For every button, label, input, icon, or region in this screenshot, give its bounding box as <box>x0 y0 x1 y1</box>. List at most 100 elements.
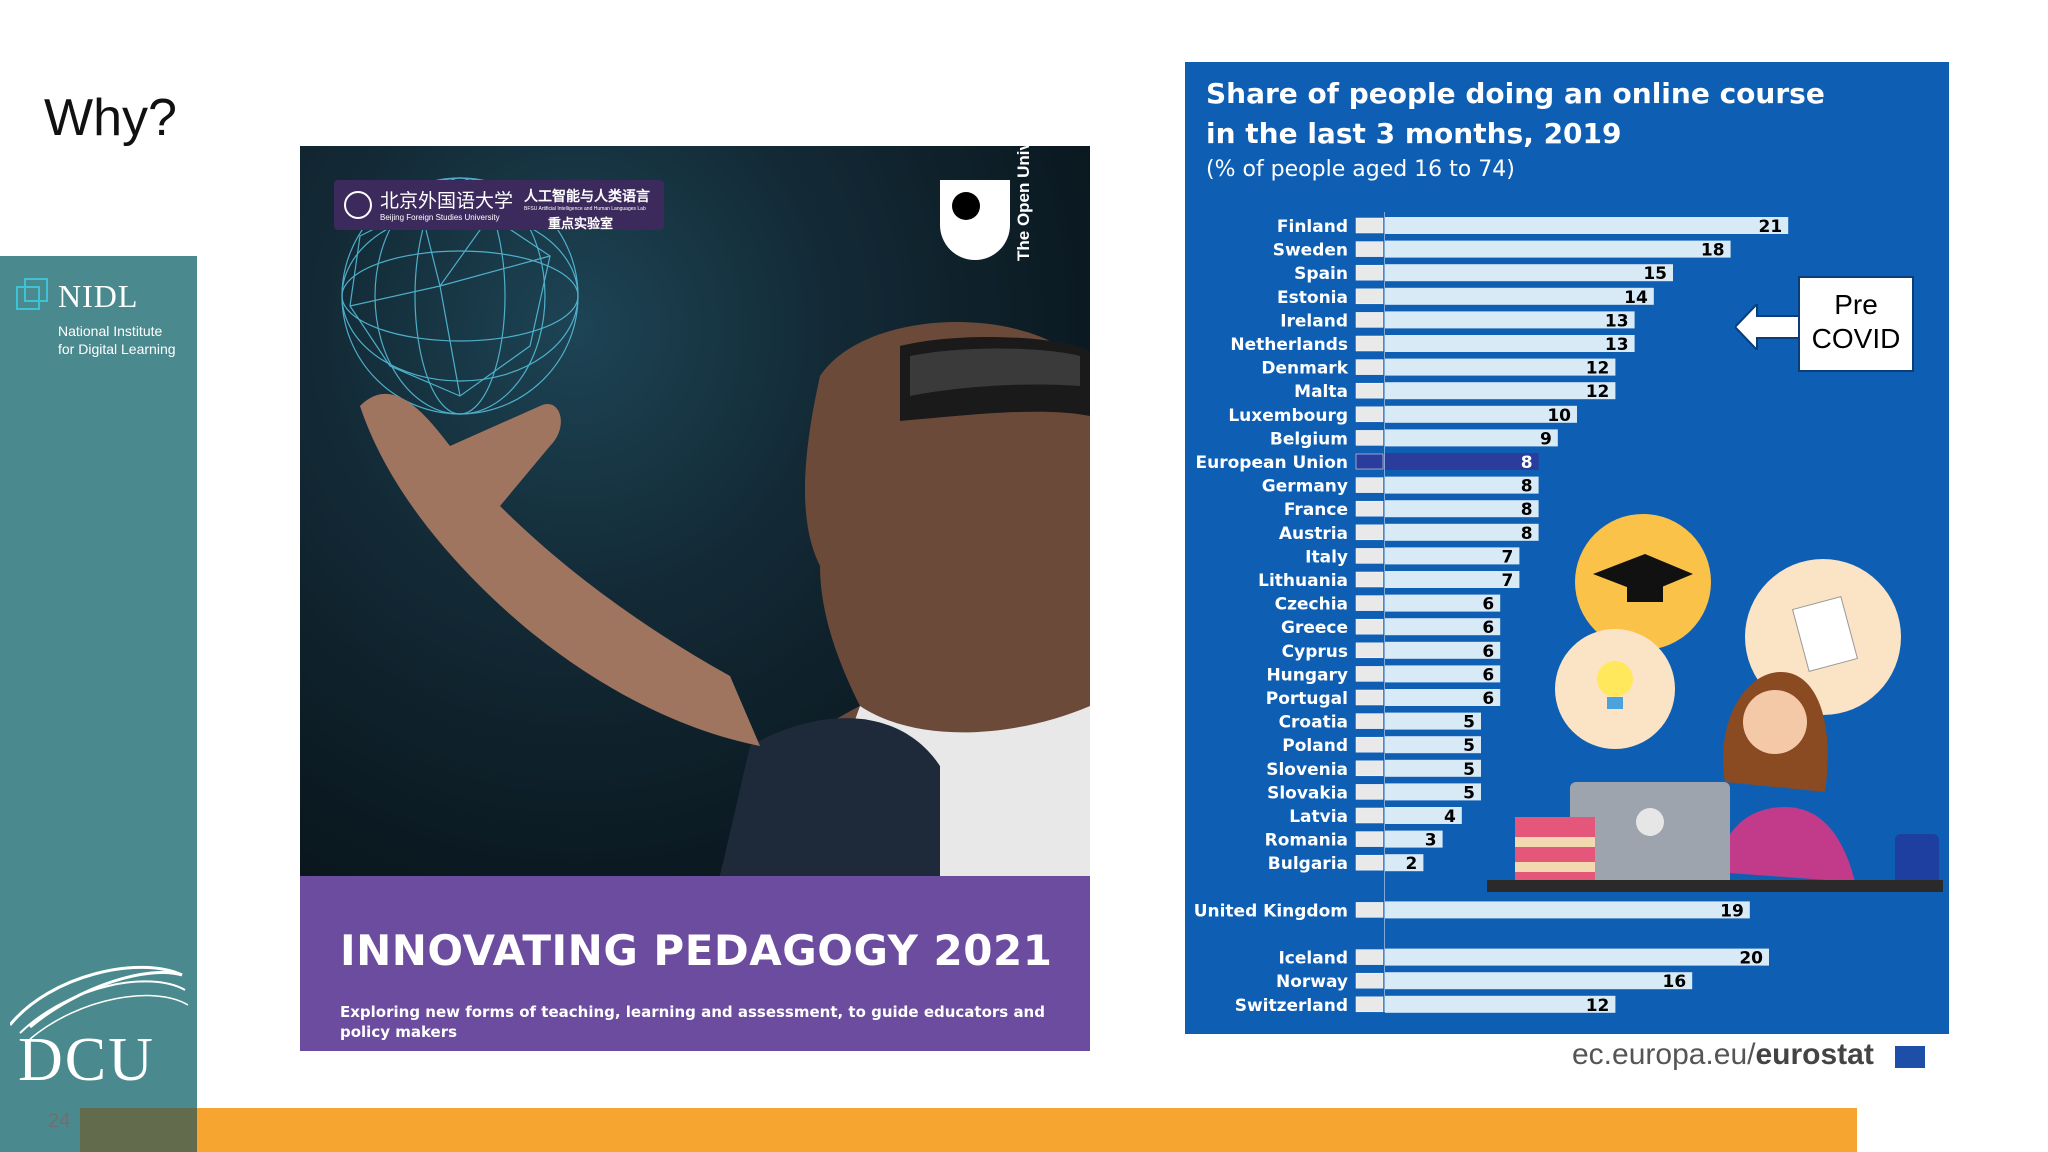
flag-icon <box>1355 736 1384 753</box>
bar-lithuania <box>1385 571 1520 588</box>
bar-chart: Finland 21 Sweden 18 Spain 15 Estonia 14 Ireland… <box>1194 217 1789 1016</box>
source-credit: ec.europa.eu/eurostat <box>1572 1038 1874 1072</box>
flag-icon <box>1355 831 1384 847</box>
flag-icon <box>1355 524 1384 541</box>
bar-belgium <box>1385 429 1558 447</box>
value-label: 5 <box>1463 783 1475 803</box>
bar-bulgaria <box>1385 854 1424 872</box>
value-label: 6 <box>1482 665 1494 685</box>
source-brand: eurostat <box>1755 1038 1874 1071</box>
chart-title: Share of people doing an online course i… <box>1206 77 1825 150</box>
flag-icon <box>1355 477 1384 493</box>
value-label: 6 <box>1482 618 1494 638</box>
value-label: 7 <box>1502 547 1514 567</box>
chart-subtitle: (% of people aged 16 to 74) <box>1206 157 1515 182</box>
dcu-wordmark: DCU <box>18 1026 155 1094</box>
bar-germany <box>1385 476 1539 494</box>
value-label: 12 <box>1586 382 1610 402</box>
flag-icon <box>1355 713 1384 729</box>
slide-title: Why? <box>44 89 177 147</box>
category-label: Netherlands <box>1230 335 1348 355</box>
bar-denmark <box>1385 358 1616 376</box>
bfsu-name-cn: 北京外国语大学 <box>380 190 514 212</box>
value-label: 8 <box>1521 524 1533 544</box>
source-prefix: ec.europa.eu/ <box>1572 1038 1756 1071</box>
bar-portugal <box>1385 689 1501 706</box>
value-label: 5 <box>1463 713 1475 733</box>
category-label: Finland <box>1277 217 1348 237</box>
bar-romania <box>1385 830 1443 848</box>
category-label: Greece <box>1281 618 1348 638</box>
value-label: 8 <box>1521 477 1533 497</box>
flag-icon <box>1355 902 1384 918</box>
flag-icon <box>1355 618 1384 635</box>
flag-icon <box>1355 548 1384 564</box>
value-label: 6 <box>1482 595 1494 615</box>
bar-netherlands <box>1385 335 1635 352</box>
bar-italy <box>1385 547 1520 565</box>
flag-icon <box>1355 642 1384 659</box>
flag-icon <box>1355 264 1384 281</box>
bar-france <box>1385 500 1539 518</box>
flag-icon <box>1355 949 1384 965</box>
bar-norway <box>1385 972 1693 990</box>
category-label: Switzerland <box>1235 996 1348 1016</box>
value-label: 5 <box>1463 760 1475 780</box>
bar-spain <box>1385 264 1673 282</box>
cover-title: INNOVATING PEDAGOGY 2021 <box>340 926 1053 975</box>
flag-icon <box>1355 241 1384 257</box>
category-label: France <box>1284 500 1348 520</box>
value-label: 13 <box>1605 335 1629 355</box>
mug-icon <box>1895 834 1939 884</box>
bar-sweden <box>1385 240 1731 258</box>
category-label: Croatia <box>1279 713 1348 733</box>
value-label: 6 <box>1482 642 1494 662</box>
bar-luxembourg <box>1385 405 1577 423</box>
category-label: Poland <box>1282 736 1348 756</box>
value-label: 20 <box>1739 949 1763 969</box>
flag-icon <box>1355 335 1384 352</box>
books-icon <box>1515 817 1595 887</box>
open-university-dot <box>952 192 980 220</box>
value-label: 12 <box>1586 996 1610 1016</box>
value-label: 14 <box>1624 288 1648 308</box>
category-label: Sweden <box>1273 241 1348 261</box>
category-label: Ireland <box>1280 311 1348 331</box>
category-label: Czechia <box>1275 595 1348 615</box>
value-label: 7 <box>1502 571 1514 591</box>
value-label: 9 <box>1540 429 1552 449</box>
bar-ireland <box>1385 311 1635 329</box>
bar-czechia <box>1385 594 1501 612</box>
eurostat-chart: Share of people doing an online course i… <box>1185 62 1949 1034</box>
nidl-name: NIDL <box>58 278 139 314</box>
category-label: Spain <box>1294 264 1348 284</box>
bar-poland <box>1385 736 1481 754</box>
callout-line2: COVID <box>1811 323 1901 354</box>
category-label: Bulgaria <box>1268 854 1348 874</box>
flag-icon <box>1355 760 1384 777</box>
value-label: 5 <box>1463 736 1475 756</box>
page-number: 24 <box>48 1110 71 1132</box>
value-label: 21 <box>1759 217 1783 237</box>
bar-estonia <box>1385 287 1654 305</box>
value-label: 18 <box>1701 241 1725 261</box>
category-label: Germany <box>1262 477 1348 497</box>
flag-icon <box>1355 571 1384 588</box>
value-label: 4 <box>1444 807 1456 827</box>
bar-austria <box>1385 523 1539 541</box>
bfsu-lab-cn: 人工智能与人类语言 <box>524 188 650 204</box>
flag-icon <box>1355 359 1384 375</box>
flag-icon <box>1355 689 1384 706</box>
eu-flag-icon <box>1895 1046 1925 1068</box>
pre-covid-callout: Pre COVID <box>1798 276 1914 372</box>
bfsu-seal-icon <box>344 191 372 219</box>
value-label: 16 <box>1663 972 1687 992</box>
cover-title-band <box>300 876 1090 1051</box>
flag-icon <box>1355 972 1384 989</box>
category-label: Belgium <box>1270 429 1348 449</box>
callout-arrow-icon <box>1735 304 1799 350</box>
bar-malta <box>1385 382 1616 400</box>
flag-icon <box>1355 500 1384 517</box>
category-label: Luxembourg <box>1228 406 1348 426</box>
bar-slovenia <box>1385 759 1481 777</box>
